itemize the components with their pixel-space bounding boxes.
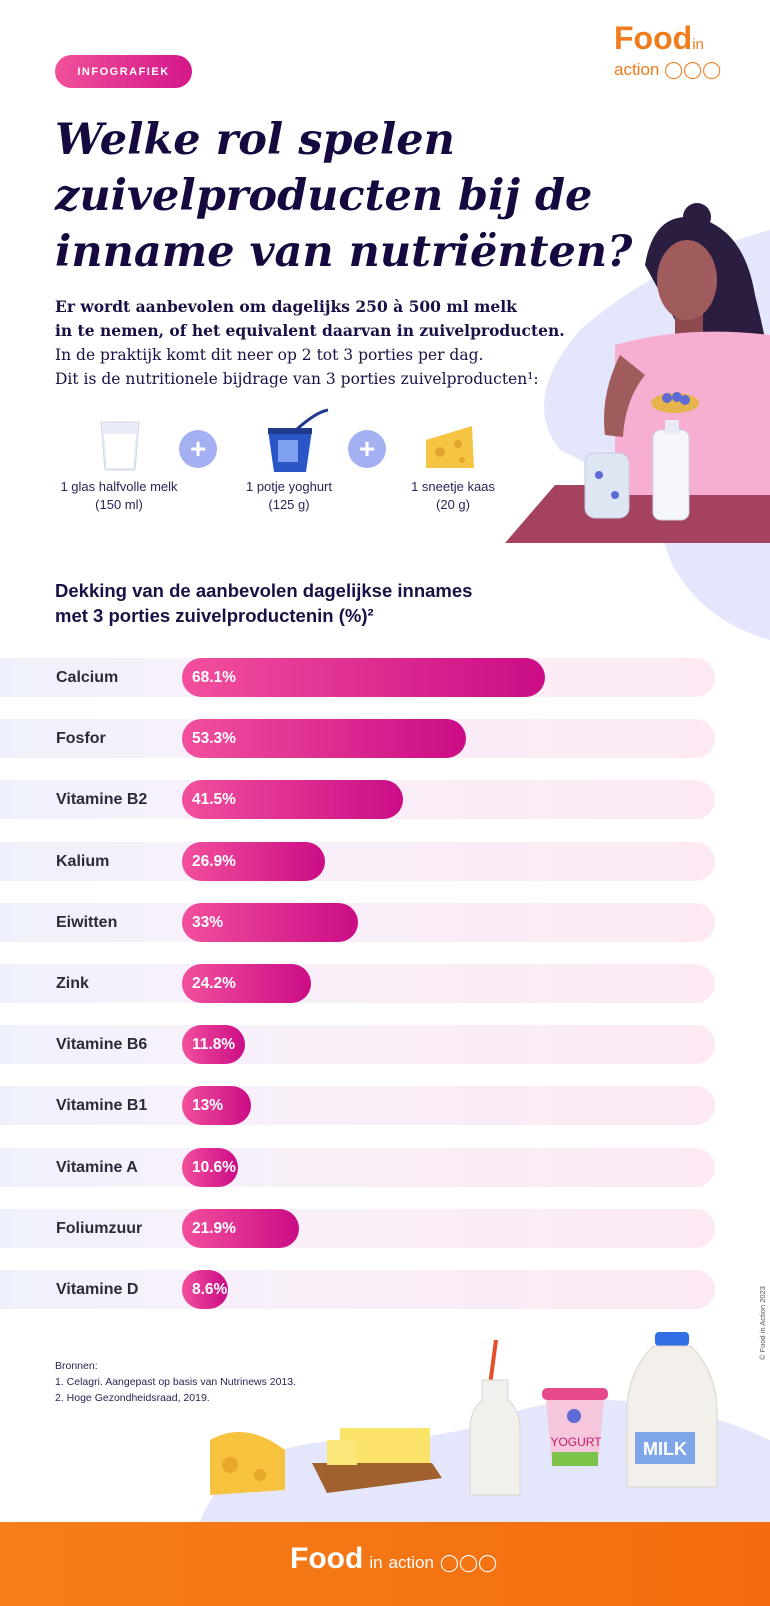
bar-category-label: Calcium bbox=[56, 669, 119, 686]
cheese-wedge-illustration bbox=[210, 1432, 285, 1495]
infographic-badge: INFOGRAFIEK bbox=[55, 55, 192, 88]
cheese-icon bbox=[426, 426, 474, 468]
bar bbox=[182, 1209, 299, 1248]
bar-value-label: 13% bbox=[192, 1097, 224, 1114]
milk-bottle-illustration bbox=[469, 1339, 521, 1496]
bar-value-label: 11.8% bbox=[192, 1036, 236, 1053]
bar-track bbox=[0, 1270, 715, 1309]
bar-track bbox=[0, 1025, 715, 1064]
bar bbox=[182, 780, 404, 819]
bar-category-label: Vitamine B1 bbox=[56, 1097, 148, 1114]
bar-value-label: 68.1% bbox=[192, 669, 236, 686]
bar-value-label: 21.9% bbox=[192, 1220, 236, 1237]
footer-logo: Food in action ◯◯◯ bbox=[290, 1542, 497, 1575]
food-in-action-logo: Foodin action ◯◯◯ bbox=[614, 20, 722, 79]
bar-track bbox=[0, 1086, 715, 1125]
bar bbox=[182, 1270, 228, 1309]
woman-illustration bbox=[505, 203, 770, 543]
svg-text:YOGURT: YOGURT bbox=[550, 1435, 602, 1449]
bar-track bbox=[0, 964, 715, 1003]
bar-value-label: 24.2% bbox=[192, 975, 236, 992]
portion-milk: 1 glas halfvolle melk (150 ml) bbox=[60, 479, 178, 512]
intro-text: Er wordt aanbevolen om dagelijks 250 à 5… bbox=[55, 297, 565, 388]
bar-value-label: 53.3% bbox=[192, 730, 236, 747]
yoghurt-icon bbox=[268, 408, 329, 472]
bar-category-label: Vitamine B2 bbox=[56, 791, 148, 808]
footer: Food in action ◯◯◯ bbox=[0, 1522, 770, 1606]
milk-glass-icon bbox=[100, 421, 140, 471]
bar-category-label: Vitamine A bbox=[56, 1159, 138, 1176]
plus-icon: + bbox=[348, 430, 386, 468]
bar-category-label: Kalium bbox=[56, 853, 110, 870]
plus-icon: + bbox=[179, 430, 217, 468]
bar-value-label: 33% bbox=[192, 914, 224, 931]
bar bbox=[182, 842, 326, 881]
svg-text:MILK: MILK bbox=[643, 1439, 687, 1459]
page-title: Welke rol spelen zuivelproducten bij de … bbox=[55, 115, 633, 277]
bar bbox=[182, 964, 311, 1003]
bar bbox=[182, 719, 467, 758]
portion-cheese: 1 sneetje kaas (20 g) bbox=[411, 479, 495, 512]
bar-category-label: Fosfor bbox=[56, 730, 106, 747]
bar bbox=[182, 903, 358, 942]
bar-value-label: 26.9% bbox=[192, 853, 236, 870]
bar-track bbox=[0, 1148, 715, 1187]
bar-track bbox=[0, 842, 715, 881]
bar bbox=[182, 1148, 239, 1187]
bar-category-label: Vitamine B6 bbox=[56, 1036, 148, 1053]
sources: Bronnen: 1. Celagri. Aangepast op basis … bbox=[55, 1360, 297, 1404]
chart-title: Dekking van de aanbevolen dagelijkse inn… bbox=[55, 580, 473, 626]
bar bbox=[182, 1086, 252, 1125]
bar-category-label: Zink bbox=[56, 975, 89, 992]
bar-track bbox=[0, 1209, 715, 1248]
milk-jug-illustration: MILK bbox=[626, 1332, 718, 1488]
bar bbox=[182, 1025, 245, 1064]
butter-illustration bbox=[312, 1428, 442, 1493]
portion-yoghurt: 1 potje yoghurt (125 g) bbox=[245, 479, 332, 512]
bar-value-label: 8.6% bbox=[192, 1281, 228, 1298]
copyright: © Food in Action 2023 bbox=[758, 1286, 767, 1360]
yoghurt-cup-illustration: YOGURT bbox=[542, 1388, 608, 1466]
bar-category-label: Foliumzuur bbox=[56, 1220, 143, 1237]
bar-value-label: 10.6% bbox=[192, 1159, 236, 1176]
bar-category-label: Eiwitten bbox=[56, 914, 118, 931]
bar bbox=[182, 658, 545, 697]
bar-value-label: 41.5% bbox=[192, 791, 236, 808]
bar-category-label: Vitamine D bbox=[56, 1281, 139, 1298]
